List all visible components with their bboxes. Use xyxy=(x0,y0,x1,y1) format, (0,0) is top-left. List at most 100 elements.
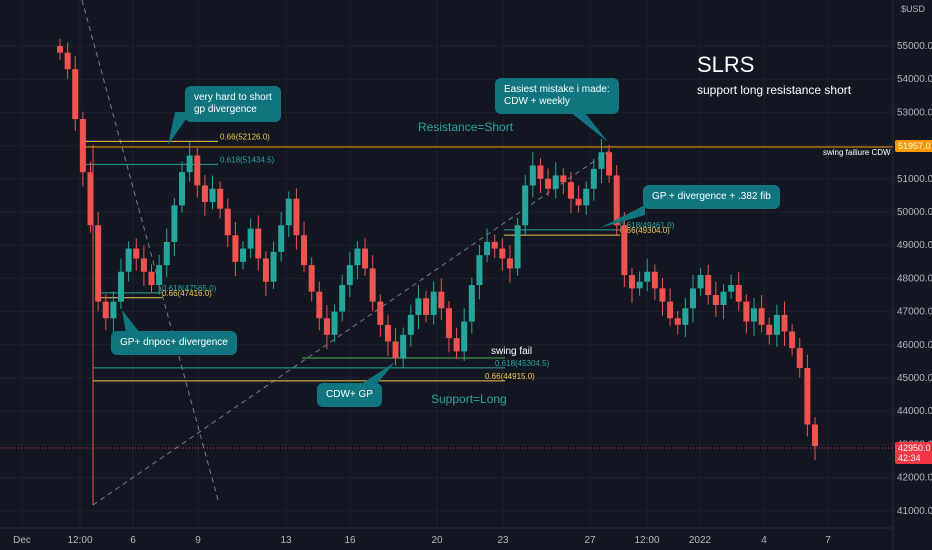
fib-level-label: 0.618(47565.0) xyxy=(162,284,217,293)
candle-body xyxy=(735,285,742,302)
y-tick-label: 44000.0 xyxy=(897,406,932,417)
candle-body xyxy=(667,301,674,319)
candle-body xyxy=(293,198,300,236)
candle-body xyxy=(64,52,71,70)
gp-dnpoc-divergence-note: GP+ dnpoc+ divergence xyxy=(111,331,237,355)
candle-body xyxy=(57,46,63,53)
candle-body xyxy=(628,275,635,289)
candle-body xyxy=(560,175,567,183)
x-tick-label: 16 xyxy=(344,535,356,546)
candle-body xyxy=(247,228,254,249)
candle-body xyxy=(118,271,125,302)
candle-body xyxy=(491,241,498,249)
candle-body xyxy=(522,185,529,226)
currency-prefix: $ xyxy=(901,4,907,14)
candle-body xyxy=(506,258,513,269)
candle-body xyxy=(209,188,216,203)
candle-body xyxy=(590,168,597,189)
candle-body xyxy=(453,338,460,352)
candle-body xyxy=(606,152,613,176)
x-tick-label: 23 xyxy=(497,535,509,546)
time-axis[interactable]: Dec 12:00 6 9 13 16 20 23 27 12:00 2022 4 7 xyxy=(0,527,893,546)
candle-body xyxy=(79,119,86,173)
candle-body xyxy=(217,188,224,209)
fib-level-label: 0.66(44915.0) xyxy=(485,372,535,381)
candle-body xyxy=(377,301,384,325)
candle-body xyxy=(689,288,696,309)
candle-body xyxy=(773,314,780,335)
support-zone-label: Support=Long xyxy=(431,392,507,406)
candle-body xyxy=(712,295,719,305)
candle-body xyxy=(392,341,399,359)
candle-body xyxy=(789,331,796,349)
y-tick-label: 46000.0 xyxy=(897,340,932,351)
x-tick-label: 20 xyxy=(431,535,443,546)
candle-body xyxy=(499,248,506,259)
swing-level-price-tag: 51957.0 xyxy=(895,140,932,152)
fib-level-label: 0.618(49461.0) xyxy=(620,221,675,230)
candle-body xyxy=(728,285,735,292)
candle-body xyxy=(331,311,338,335)
candle-body xyxy=(95,225,102,302)
candle-body xyxy=(415,298,422,315)
candle-body xyxy=(484,241,491,256)
note-pointer xyxy=(122,310,140,333)
fib-level-label: 0.66(49304.0) xyxy=(620,226,670,235)
candle-body xyxy=(697,275,704,289)
note-pointer xyxy=(360,362,395,385)
candle-body xyxy=(461,321,468,352)
chart-subtitle: support long resistance short xyxy=(697,83,852,97)
candle-body xyxy=(567,182,574,199)
note-pointer xyxy=(600,205,645,228)
candle-body xyxy=(430,291,437,315)
candle-body xyxy=(110,301,117,319)
candle-body xyxy=(323,318,330,335)
note-pointers xyxy=(122,104,645,385)
very-hard-to-short-note: very hard to short gp divergence xyxy=(185,86,281,122)
chart-title: SLRS xyxy=(697,52,755,77)
candle-body xyxy=(796,348,803,369)
candle-body xyxy=(438,291,445,309)
candle-body xyxy=(362,248,369,269)
candle-body xyxy=(758,308,765,325)
resistance-zone-label: Resistance=Short xyxy=(418,120,514,134)
note-pointer xyxy=(168,112,191,145)
fib-level-label: 0.618(45304.5) xyxy=(495,359,550,368)
x-tick-label: 12:00 xyxy=(634,535,659,546)
candle-body xyxy=(575,198,582,206)
candle-body xyxy=(354,248,361,266)
swing-level-price: 51957.0 xyxy=(898,141,931,151)
candle-body xyxy=(87,172,94,226)
candle-body xyxy=(255,228,262,259)
y-tick-label: 45000.0 xyxy=(897,373,932,384)
candle-body xyxy=(140,258,147,272)
candle-body xyxy=(308,265,315,292)
candle-body xyxy=(240,248,247,262)
candle-body xyxy=(369,268,376,302)
candle-body xyxy=(468,285,475,322)
y-tick-label: 48000.0 xyxy=(897,273,932,284)
candle-body xyxy=(781,314,788,332)
candle-body xyxy=(186,155,193,173)
candle-body xyxy=(476,255,483,286)
x-tick-label: 13 xyxy=(280,535,292,546)
y-tick-label: 47000.0 xyxy=(897,307,932,318)
candle-body xyxy=(583,188,590,206)
candle-body xyxy=(659,288,666,302)
candle-body xyxy=(743,301,750,322)
candle-body xyxy=(339,285,346,312)
easiest-mistake-note: Easiest mistake i made: CDW + weekly xyxy=(495,78,619,114)
candle-body xyxy=(720,291,727,305)
y-tick-label: 55000.0 xyxy=(897,41,932,52)
candle-body xyxy=(270,251,277,282)
y-tick-label: 54000.0 xyxy=(897,74,932,85)
cdw-gp-note: CDW+ GP xyxy=(317,383,382,407)
current-price-value: 42950.0 xyxy=(898,443,931,453)
candle-body xyxy=(644,271,651,282)
candle-body xyxy=(148,271,155,286)
candle-body xyxy=(125,248,132,272)
x-tick-label: Dec xyxy=(13,535,31,546)
current-price-tag: 42950.0 42:34 xyxy=(895,442,932,464)
candle-body xyxy=(384,324,391,342)
